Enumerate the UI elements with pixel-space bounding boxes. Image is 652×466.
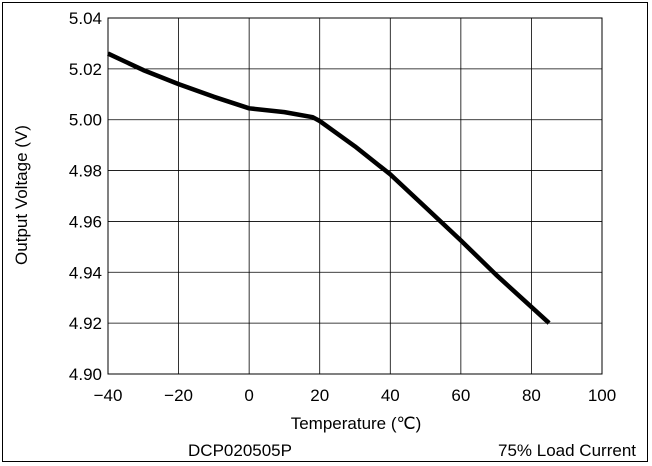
x-tick-labels: −40 −20 0 20 40 60 80 100 [94,386,617,405]
x-axis-title: Temperature (℃) [291,414,422,433]
y-axis-title: Output Voltage (V) [12,125,31,265]
y-tick-label: 5.04 [69,9,102,28]
y-tick-label: 5.00 [69,111,102,130]
x-tick-label: −20 [164,386,193,405]
y-tick-label: 4.98 [69,162,102,181]
x-tick-label: 0 [244,386,253,405]
y-tick-label: 4.96 [69,212,102,231]
part-number-label: DCP020505P [188,441,292,460]
x-tick-label: 40 [381,386,400,405]
y-tick-label: 4.94 [69,263,102,282]
output-voltage-line [107,51,551,325]
data-series [107,51,551,325]
y-tick-labels: 5.04 5.02 5.00 4.98 4.96 4.94 4.92 4.90 [69,9,102,384]
load-condition-label: 75% Load Current [498,441,636,460]
y-tick-label: 5.02 [69,60,102,79]
x-tick-label: 60 [451,386,470,405]
grid-lines [107,17,603,375]
y-tick-label: 4.92 [69,314,102,333]
x-tick-label: −40 [94,386,123,405]
x-tick-label: 80 [522,386,541,405]
y-tick-label: 4.90 [69,365,102,384]
plot-area-border [107,17,603,375]
x-tick-label: 20 [310,386,329,405]
x-tick-label: 100 [588,386,616,405]
chart-frame [2,2,648,462]
